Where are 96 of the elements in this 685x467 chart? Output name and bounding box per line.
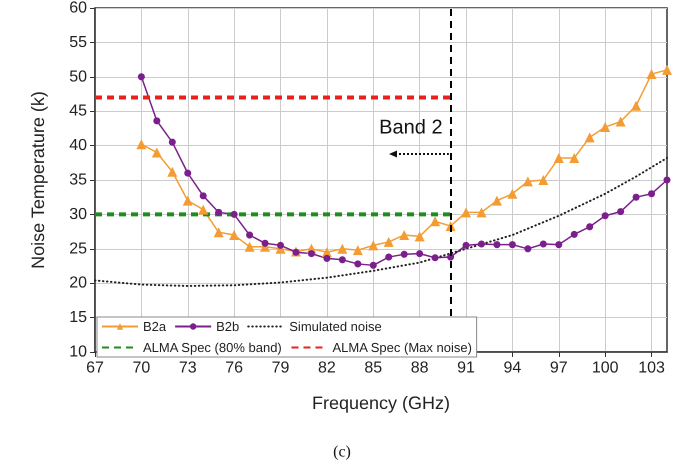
point: [432, 254, 439, 262]
point: [338, 256, 346, 264]
point: [153, 117, 160, 124]
x-tick-label: 73: [178, 360, 197, 376]
point: [416, 250, 424, 258]
y-tick-label: 40: [69, 137, 88, 154]
point: [616, 116, 626, 127]
point: [462, 242, 470, 249]
legend-label: B2b: [216, 319, 240, 334]
x-tick-label: 76: [225, 360, 244, 376]
point: [461, 207, 472, 218]
point: [646, 69, 657, 80]
point: [370, 262, 377, 269]
x-tick-label: 85: [364, 360, 382, 376]
point: [586, 223, 594, 230]
point: [323, 254, 330, 262]
point: [244, 242, 255, 252]
y-axis-title: Noise Temperature (k): [28, 91, 48, 269]
line-series: [94, 156, 668, 287]
point: [262, 240, 269, 247]
point: [400, 250, 408, 258]
point: [385, 254, 392, 261]
point: [337, 244, 348, 254]
point: [184, 170, 192, 177]
x-tick-label: 79: [272, 360, 290, 376]
point: [308, 250, 315, 258]
point: [570, 230, 578, 238]
point: [476, 207, 486, 218]
x-tick-label: 103: [638, 360, 665, 376]
legend-label: B2a: [143, 319, 167, 334]
point: [554, 152, 564, 163]
point: [215, 208, 222, 216]
point: [229, 230, 240, 240]
point: [198, 204, 208, 215]
point: [600, 122, 610, 132]
point: [230, 210, 238, 218]
point: [522, 176, 533, 186]
legend-label: ALMA Spec (80% band): [143, 340, 282, 355]
point: [414, 231, 425, 242]
point: [664, 176, 670, 184]
point: [538, 175, 548, 185]
x-tick-label: 67: [86, 360, 104, 376]
point: [152, 147, 162, 158]
x-tick-label: 100: [592, 360, 619, 376]
point: [602, 212, 609, 220]
point: [632, 194, 640, 201]
x-tick-label: 70: [132, 360, 150, 376]
text: (c): [333, 444, 351, 460]
point: [214, 227, 224, 238]
point: [168, 138, 176, 146]
y-tick-label: 20: [69, 274, 88, 292]
point: [277, 242, 284, 249]
legend-label: ALMA Spec (Max noise): [332, 340, 472, 355]
y-tick-label: 15: [69, 309, 88, 326]
point: [540, 240, 547, 248]
point: [136, 139, 146, 150]
point: [631, 100, 642, 111]
x-tick-label: 88: [410, 360, 429, 376]
point: [200, 192, 207, 200]
annotation: Band 2: [379, 116, 443, 139]
point: [246, 232, 254, 239]
point: [508, 241, 516, 248]
x-tick-label: 82: [318, 360, 336, 376]
point: [584, 132, 595, 142]
point: [569, 152, 580, 163]
point: [478, 240, 485, 248]
point: [430, 216, 440, 226]
y-tick-label: 35: [69, 172, 88, 188]
point: [138, 73, 145, 80]
y-tick-label: 10: [69, 344, 88, 360]
point: [524, 245, 532, 252]
point: [617, 208, 624, 216]
y-tick-label: 55: [69, 34, 88, 51]
y-tick-label: 25: [69, 240, 88, 258]
point: [182, 196, 193, 206]
point: [493, 241, 500, 248]
point: [399, 230, 410, 240]
y-tick-label: 60: [69, 0, 88, 16]
point: [167, 166, 178, 177]
y-tick-label: 45: [69, 102, 88, 120]
point: [384, 236, 394, 247]
y-tick-label: 30: [69, 206, 88, 223]
point: [507, 188, 518, 199]
legend-label: Simulated noise: [289, 319, 382, 334]
x-tick-label: 97: [550, 360, 568, 376]
point: [354, 260, 362, 268]
point: [352, 245, 363, 256]
x-tick-label: 94: [504, 360, 522, 376]
point: [662, 64, 672, 75]
point: [492, 196, 502, 206]
y-tick-label: 50: [69, 68, 88, 86]
point: [368, 240, 378, 250]
point: [555, 241, 562, 248]
x-tick-label: 91: [457, 360, 476, 376]
x-axis-title: Frequency (GHz): [312, 393, 450, 413]
point: [648, 190, 656, 198]
